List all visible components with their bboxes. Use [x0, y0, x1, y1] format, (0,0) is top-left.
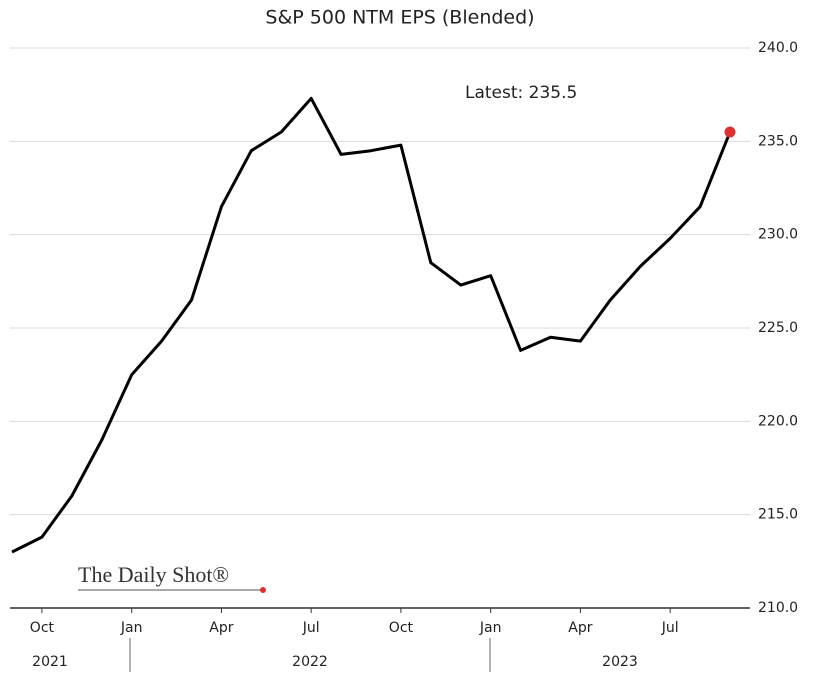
year-label: 2023: [602, 654, 638, 670]
y-tick-label: 220.0: [758, 413, 798, 429]
x-tick-label: Oct: [389, 620, 414, 636]
x-tick-label: Jan: [120, 620, 143, 636]
x-tick-label: Apr: [568, 620, 592, 636]
watermark-dot: [260, 587, 266, 593]
y-tick-label: 230.0: [758, 227, 798, 243]
y-tick-label: 240.0: [758, 40, 798, 56]
x-tick-label: Jul: [661, 620, 679, 636]
y-tick-label: 225.0: [758, 320, 798, 336]
y-tick-label: 210.0: [758, 600, 798, 616]
x-tick-label: Jul: [302, 620, 320, 636]
year-label: 2022: [292, 654, 328, 670]
x-tick-label: Oct: [30, 620, 55, 636]
watermark: The Daily Shot®: [78, 562, 229, 587]
annotation: Latest: 235.5: [465, 83, 577, 103]
chart-title: S&P 500 NTM EPS (Blended): [265, 7, 534, 29]
y-tick-label: 235.0: [758, 133, 798, 149]
latest-marker: [724, 126, 736, 138]
x-tick-label: Apr: [209, 620, 233, 636]
series-line: [11, 96, 732, 554]
y-tick-label: 215.0: [758, 507, 798, 523]
x-tick-label: Jan: [479, 620, 502, 636]
year-label: 2021: [32, 654, 68, 670]
